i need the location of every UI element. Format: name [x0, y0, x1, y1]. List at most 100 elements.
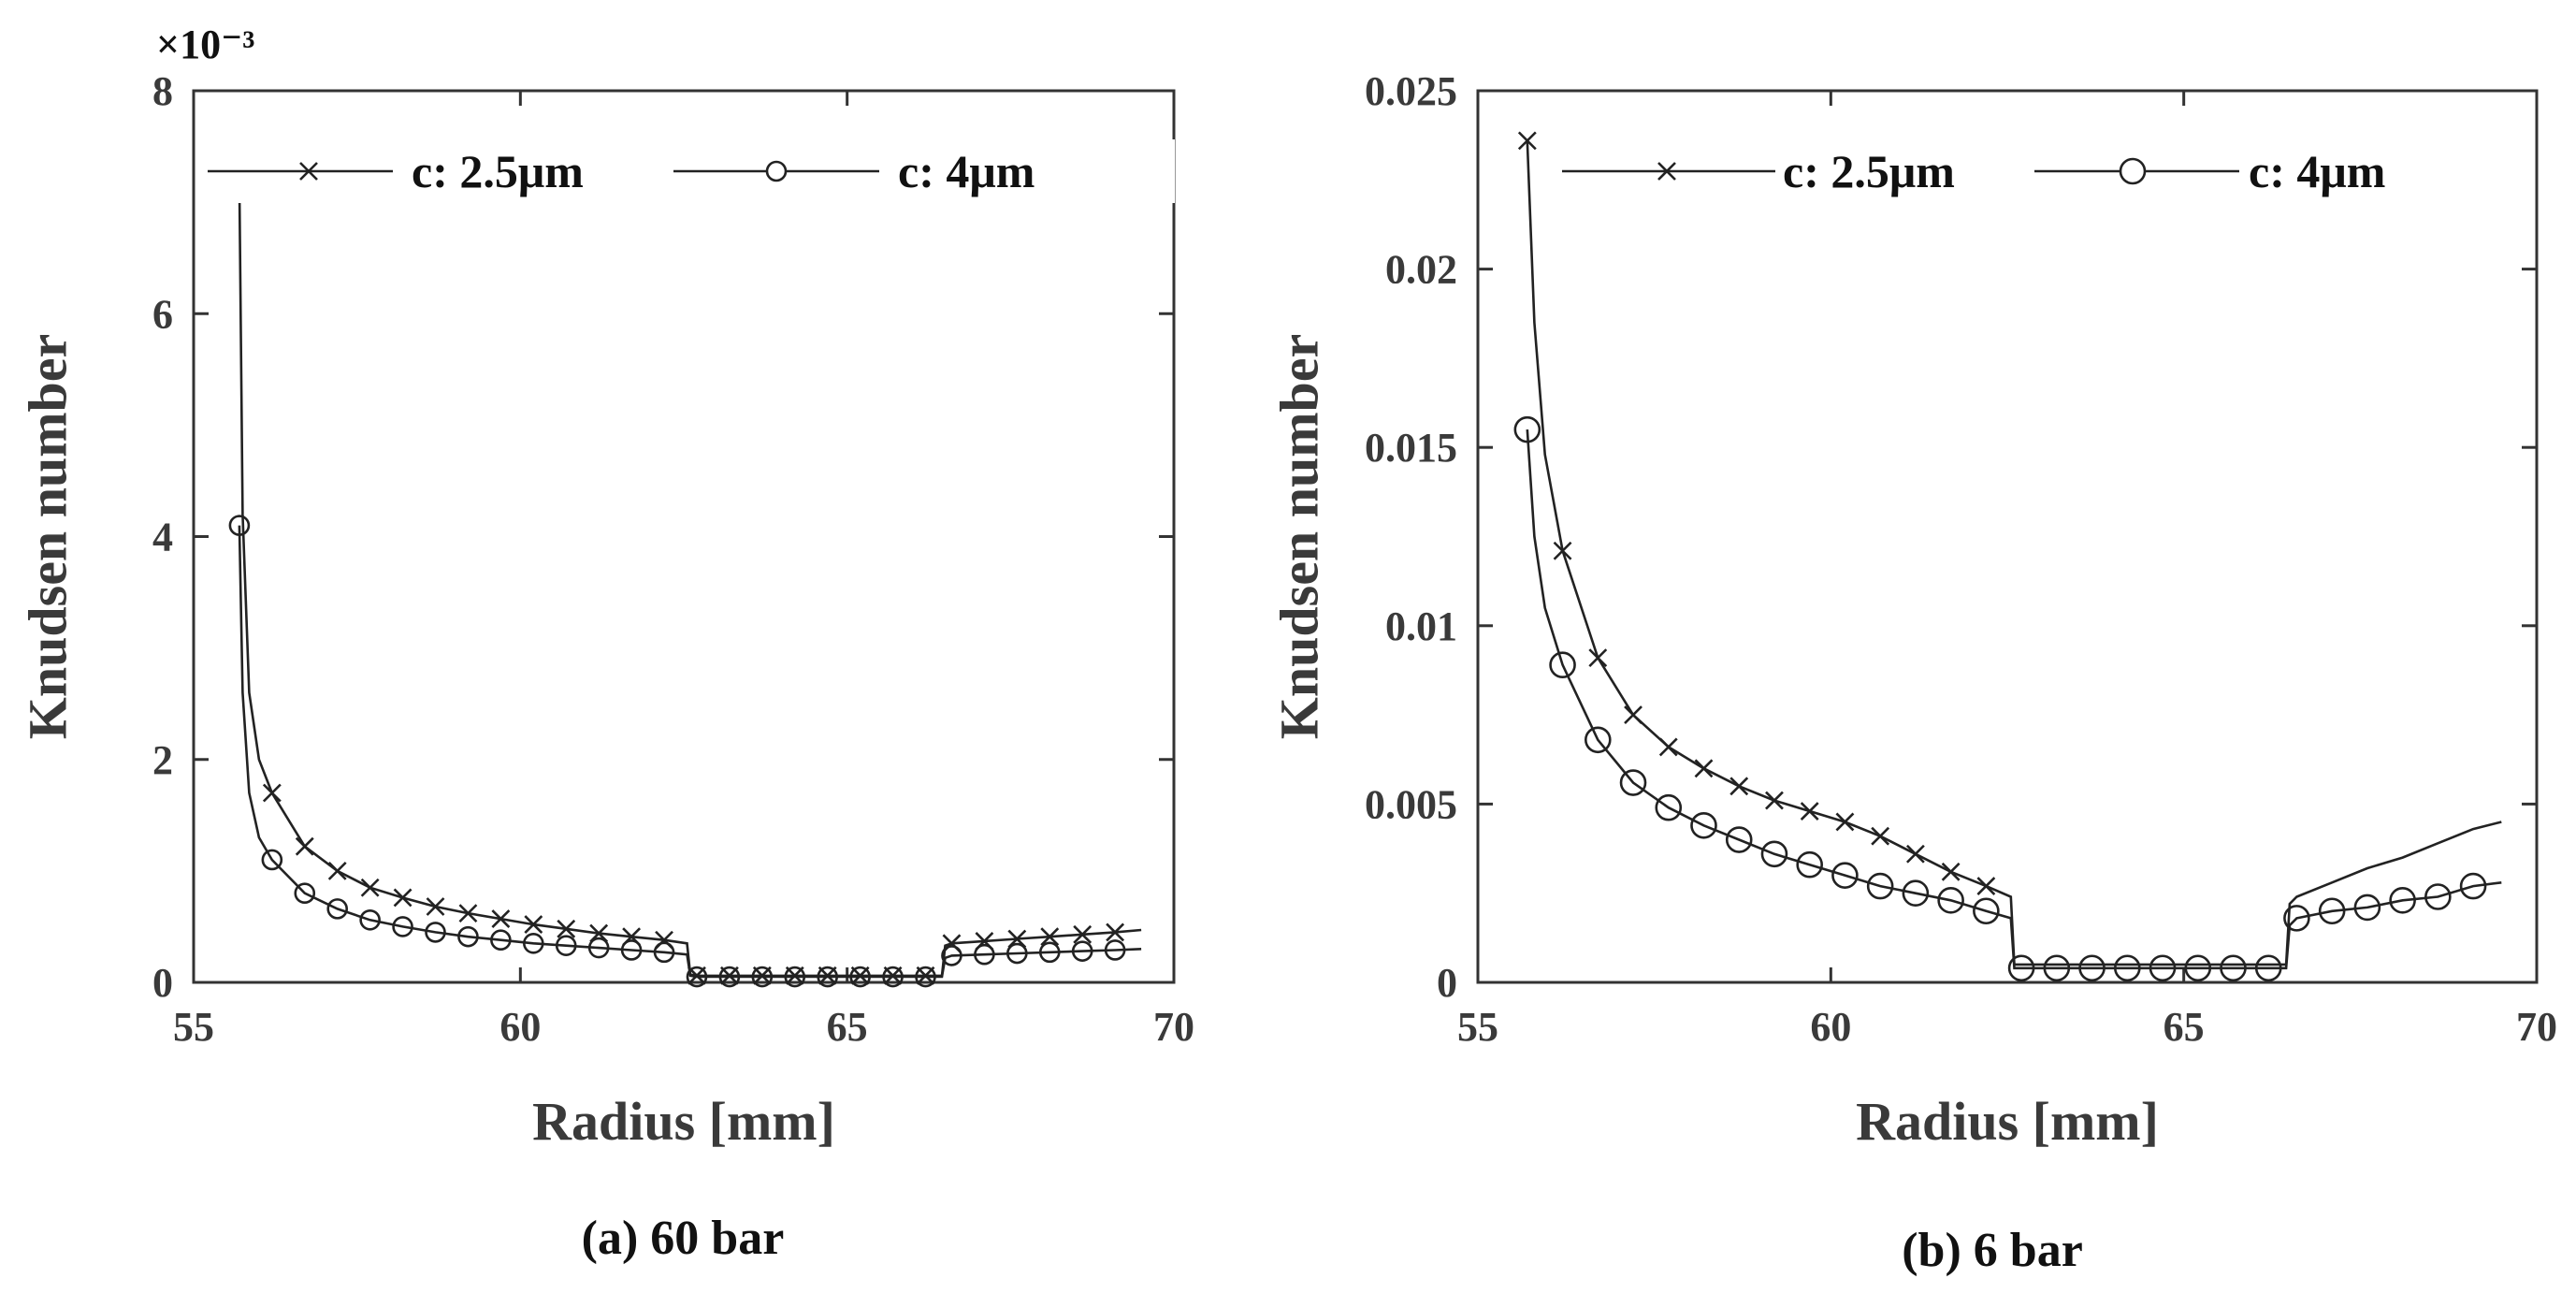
- data-point-circle: [784, 966, 806, 988]
- x-tick-label: 60: [1810, 1004, 1851, 1050]
- data-point-circle: [359, 908, 381, 931]
- data-point-cross: [1871, 826, 1890, 846]
- x-tick-label: 70: [1153, 1004, 1194, 1050]
- data-point-cross: [360, 878, 380, 897]
- data-point-circle: [2283, 905, 2310, 932]
- data-point-circle: [817, 966, 839, 988]
- chart-panel-a: 55 60 65 70 0 2 4 6 8×10⁻³ Radius [mm] Knudsen num…: [17, 22, 1194, 1265]
- y-tick-label: 0.015: [1365, 425, 1457, 471]
- series-circle: [1513, 415, 2502, 982]
- data-point-cross: [327, 861, 347, 880]
- data-point-circle: [653, 941, 675, 964]
- data-point-circle: [1866, 872, 1894, 900]
- series-line: [1526, 140, 2502, 966]
- data-point-circle: [1038, 941, 1061, 964]
- data-point-cross: [524, 915, 543, 934]
- data-point-circle: [1760, 840, 1788, 868]
- x-axis-label: Radius [mm]: [532, 1091, 835, 1152]
- y-tick-label: 2: [152, 737, 173, 783]
- legend-circle-marker: [765, 160, 788, 182]
- data-point-circle: [2184, 954, 2212, 982]
- data-point-circle: [2389, 887, 2416, 914]
- legend-label: c: 2.5μm: [412, 145, 584, 197]
- data-point-cross: [1040, 927, 1060, 947]
- data-point-cross: [393, 888, 412, 908]
- data-point-cross: [1905, 844, 1925, 864]
- data-point-circle: [620, 939, 643, 961]
- data-point-circle: [490, 929, 512, 952]
- data-point-circle: [2043, 954, 2071, 982]
- data-point-cross: [1658, 737, 1678, 757]
- data-point-circle: [1104, 939, 1126, 961]
- series-line: [238, 180, 1142, 978]
- data-point-circle: [882, 966, 904, 988]
- data-point-circle: [555, 935, 577, 956]
- data-point-circle: [294, 882, 316, 905]
- data-point-circle: [2459, 872, 2487, 900]
- x-tick-label: 55: [173, 1004, 214, 1050]
- y-tick-label: 0: [1437, 960, 1457, 1006]
- data-point-circle: [587, 937, 610, 959]
- data-point-circle: [2149, 954, 2177, 982]
- y-tick-label: 4: [152, 515, 173, 560]
- data-point-circle: [2078, 954, 2106, 982]
- data-point-cross: [1976, 877, 1996, 895]
- data-point-cross: [295, 836, 314, 856]
- data-point-cross: [1729, 777, 1749, 796]
- plot-frame: [1476, 89, 2539, 984]
- data-point-circle: [974, 943, 995, 966]
- data-point-cross: [1941, 862, 1961, 881]
- data-point-circle: [1071, 940, 1093, 962]
- data-point-circle: [849, 966, 871, 988]
- legend-cross-marker: [1657, 162, 1676, 181]
- y-tick-label: 0.005: [1365, 781, 1457, 827]
- data-point-circle: [915, 966, 936, 988]
- data-point-circle: [261, 849, 283, 871]
- data-point-cross: [1553, 541, 1572, 560]
- y-axis-label: Knudsen number: [1268, 334, 1329, 740]
- data-point-cross: [1073, 924, 1093, 944]
- data-point-circle: [1902, 879, 1930, 908]
- y-tick-label: 0.025: [1365, 68, 1457, 114]
- data-point-circle: [751, 966, 774, 988]
- series-cross: [1517, 131, 2502, 966]
- panel-caption: (b) 6 bar: [1902, 1224, 2083, 1277]
- x-axis-label: Radius [mm]: [1856, 1091, 2159, 1152]
- data-point-circle: [523, 933, 544, 954]
- data-point-circle: [1655, 793, 1683, 821]
- data-point-circle: [457, 925, 479, 948]
- x-tick-label: 60: [499, 1004, 541, 1050]
- y-tick-label: 8: [152, 68, 173, 114]
- data-point-cross: [1106, 923, 1125, 942]
- series-line: [1526, 429, 2502, 970]
- legend: c: 2.5μm c: 4μm: [204, 139, 1175, 203]
- y-tick-label: 6: [152, 291, 173, 337]
- panel-caption: (a) 60 bar: [582, 1212, 785, 1265]
- data-point-circle: [2424, 883, 2452, 910]
- series-cross: [229, 170, 1142, 985]
- x-tick-label: 65: [827, 1004, 868, 1050]
- data-point-circle: [425, 922, 446, 943]
- y-axis-label: Knudsen number: [17, 334, 78, 740]
- x-tick-label: 65: [2164, 1004, 2205, 1050]
- legend: c: 2.5μm c: 4μm: [1558, 139, 2525, 203]
- series-line: [238, 525, 1142, 979]
- chart-panel-b: 55 60 65 70 0 0.005 0.01 0.015 0.02 0.025 Radius […: [1268, 68, 2557, 1277]
- data-point-circle: [1973, 897, 2000, 925]
- data-point-cross: [1800, 802, 1819, 821]
- data-point-circle: [1006, 942, 1028, 965]
- data-point-cross: [557, 919, 576, 938]
- legend-label: c: 4μm: [898, 145, 1035, 197]
- data-point-circle: [392, 916, 413, 937]
- data-point-cross: [262, 783, 282, 803]
- data-point-circle: [1549, 651, 1576, 679]
- y-exponent-label: ×10⁻³: [156, 22, 255, 67]
- data-point-circle: [686, 966, 708, 988]
- data-point-circle: [2254, 954, 2282, 982]
- data-point-circle: [2220, 954, 2247, 982]
- data-point-circle: [1584, 726, 1612, 754]
- data-point-circle: [718, 966, 741, 988]
- data-point-cross: [1694, 759, 1714, 778]
- data-point-circle: [228, 515, 251, 536]
